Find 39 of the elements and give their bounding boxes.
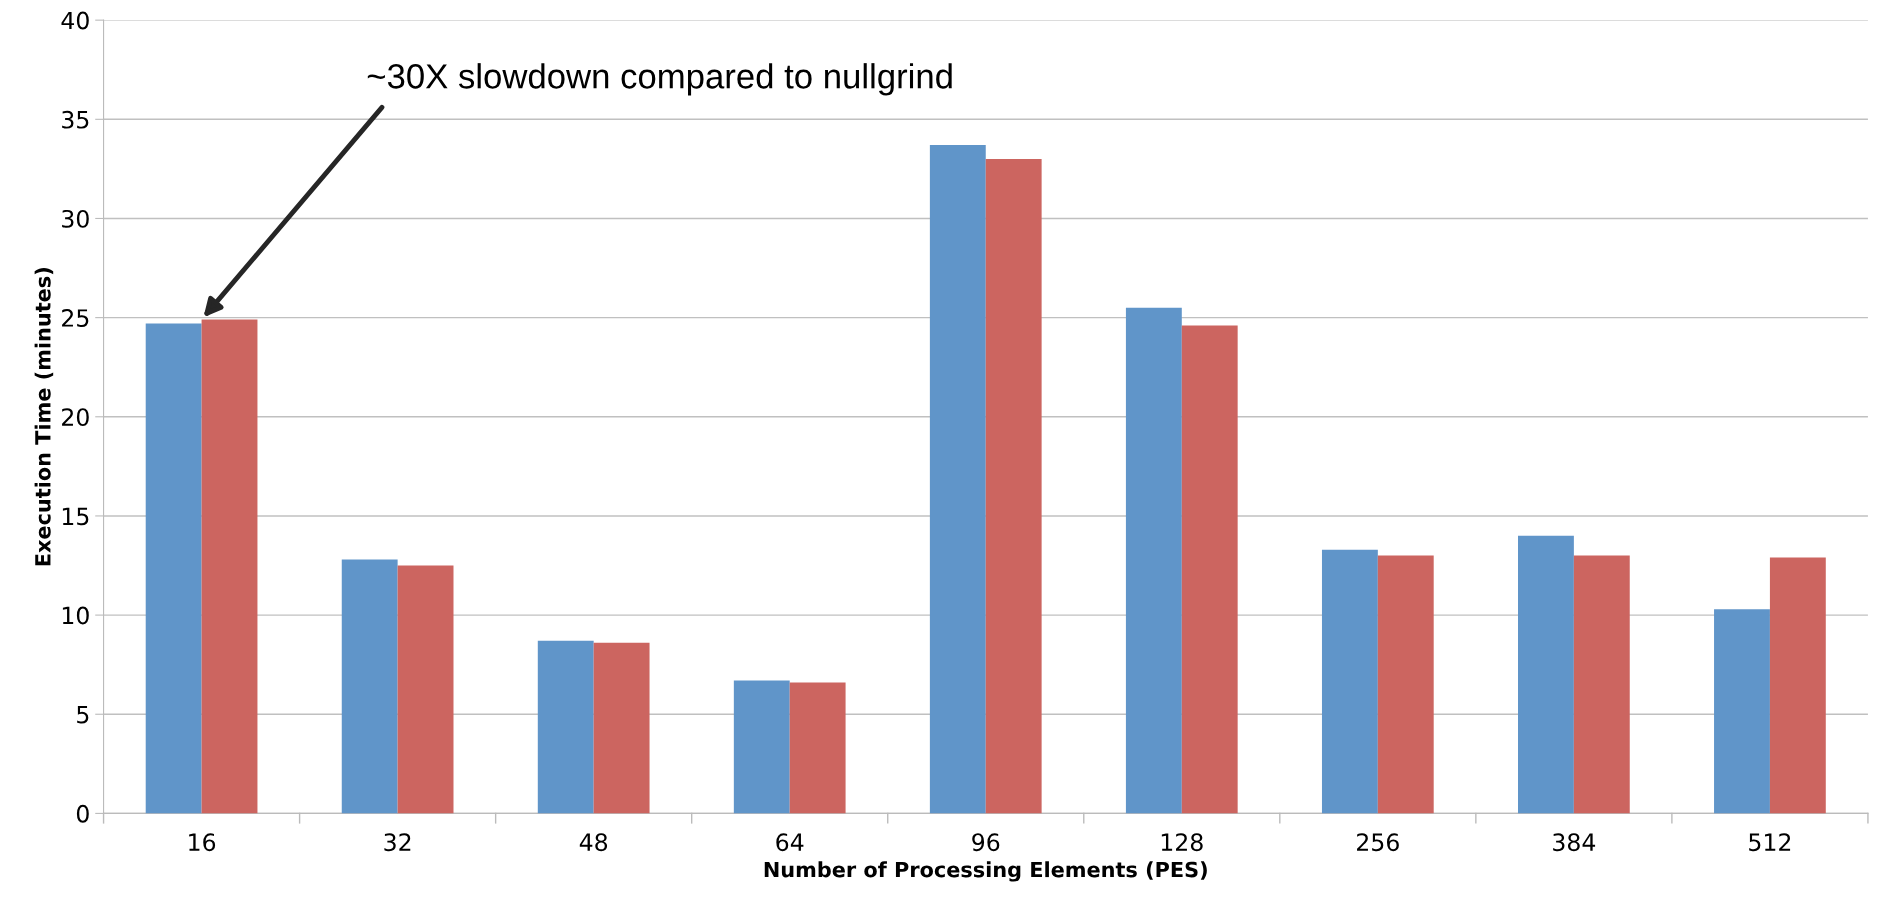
x-tick-label: 128 — [1161, 833, 1203, 852]
x-tick-label: 512 — [1749, 833, 1791, 852]
y-tick-label: 25 — [62, 309, 89, 327]
y-tick-label: 10 — [62, 606, 89, 625]
bar — [1714, 609, 1770, 814]
bar — [789, 682, 846, 814]
y-tick-label: 30 — [62, 209, 89, 228]
bar — [1181, 325, 1238, 814]
y-tick-label: 0 — [76, 804, 89, 823]
bar — [397, 565, 454, 814]
bar — [593, 642, 650, 814]
annotation: ~30X slowdown compared to nullgrind — [367, 63, 952, 96]
bar — [929, 145, 986, 814]
x-tick-label: 384 — [1553, 833, 1596, 852]
bar — [341, 559, 398, 814]
y-tick-label: 35 — [62, 110, 89, 129]
bar — [1769, 557, 1826, 814]
bar — [1321, 549, 1378, 814]
x-tick-label: 64 — [776, 833, 804, 852]
bar — [985, 158, 1042, 814]
x-tick-label: 32 — [384, 833, 411, 852]
x-tick-label: 96 — [972, 833, 1000, 852]
x-tick-label: 16 — [189, 833, 216, 852]
y-axis-title: Execution Time (minutes) — [34, 268, 54, 566]
x-axis-title: Number of Processing Elements (PES) — [764, 861, 1207, 882]
bar — [1573, 555, 1630, 814]
bar — [145, 323, 202, 814]
y-tick-label: 5 — [77, 706, 89, 724]
bar — [733, 680, 790, 814]
y-tick-label: 20 — [62, 408, 89, 427]
bar — [1125, 307, 1182, 814]
y-tick-label: 40 — [61, 11, 89, 30]
x-tick-label: 256 — [1357, 833, 1399, 852]
y-tick-label: 15 — [62, 507, 89, 526]
bar — [1518, 535, 1574, 814]
bar — [1377, 555, 1434, 814]
x-tick-label: 48 — [579, 833, 608, 852]
bar — [537, 640, 594, 814]
bar — [201, 319, 258, 814]
